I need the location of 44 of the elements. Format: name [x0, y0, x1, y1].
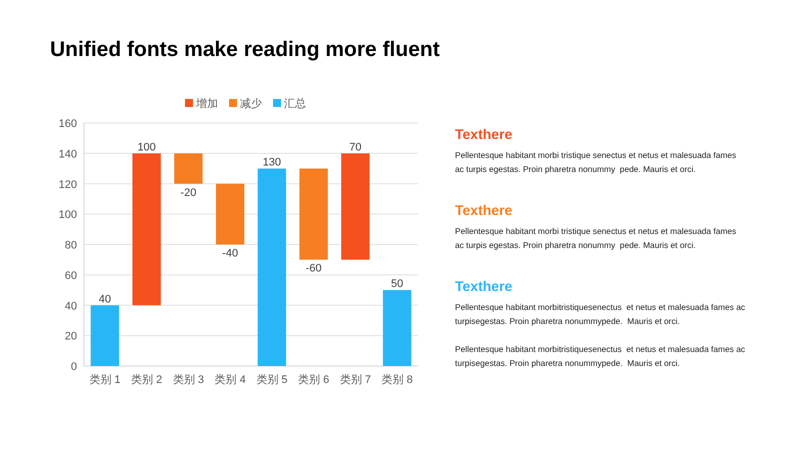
- y-tick-label: 160: [58, 118, 77, 130]
- data-label: -20: [180, 186, 196, 199]
- data-label: 50: [391, 278, 404, 290]
- text: Pellentesque habitant morbitristiquesenectus et netus et malesuada fames ac turpisegestas. Proin pharetra nonummypede. Mauris et orci.: [455, 301, 746, 328]
- x-tick-label: 类别 2: [131, 373, 162, 386]
- x-tick-label: 类别 5: [256, 373, 288, 386]
- data-label: -40: [222, 248, 238, 260]
- y-tick-label: 0: [70, 361, 77, 373]
- x-tick-label: 类别 3: [172, 373, 204, 386]
- x-tick-label: 类别 1: [89, 373, 120, 386]
- data-label: -60: [306, 262, 322, 275]
- x-tick-label: 类别 7: [340, 373, 371, 386]
- x-tick-label: 类别 6: [298, 373, 330, 386]
- bar: [174, 153, 203, 184]
- text: Pellentesque habitant morbitristiquesenectus et netus et malesuada fames ac turpisegestas. Proin pharetra nonummypede. Mauris et orci.: [455, 343, 746, 370]
- bar: [341, 153, 370, 260]
- text: Texthere: [455, 278, 514, 294]
- y-tick-label: 80: [64, 240, 77, 252]
- legend-label: 减少: [240, 97, 262, 110]
- x-tick-label: 类别 4: [214, 373, 246, 386]
- x-tick-label: 类别 8: [382, 373, 413, 386]
- text: Pellentesque habitant morbi tristique senectus et netus et malesuada fames ac turpis egestas. Proin pharetra nonummy pede. Mauris et orci.: [455, 149, 738, 176]
- data-label: 100: [137, 141, 156, 154]
- bar: [299, 168, 328, 260]
- y-tick-label: 140: [58, 148, 77, 160]
- y-tick-label: 100: [58, 209, 77, 222]
- chart-title: Unified fonts make reading more fluent: [50, 38, 440, 61]
- bar: [132, 153, 161, 306]
- y-tick-label: 40: [64, 300, 77, 312]
- text: Texthere: [455, 202, 514, 218]
- data-label: 130: [262, 156, 282, 169]
- y-tick-label: 20: [64, 330, 77, 343]
- bar: [382, 290, 412, 366]
- legend-label: 汇总: [284, 97, 306, 110]
- data-label: 40: [98, 293, 111, 306]
- bar: [258, 168, 286, 366]
- bar: [90, 305, 120, 366]
- data-label: 70: [349, 141, 362, 154]
- y-tick-label: 60: [64, 270, 77, 282]
- legend-label: 增加: [195, 97, 218, 110]
- bar: [216, 184, 244, 244]
- text: Texthere: [455, 126, 514, 142]
- text: Pellentesque habitant morbi tristique senectus et netus et malesuada fames ac turpis egestas. Proin pharetra nonummy pede. Mauris et orci.: [455, 225, 738, 252]
- y-tick-label: 120: [58, 178, 77, 191]
